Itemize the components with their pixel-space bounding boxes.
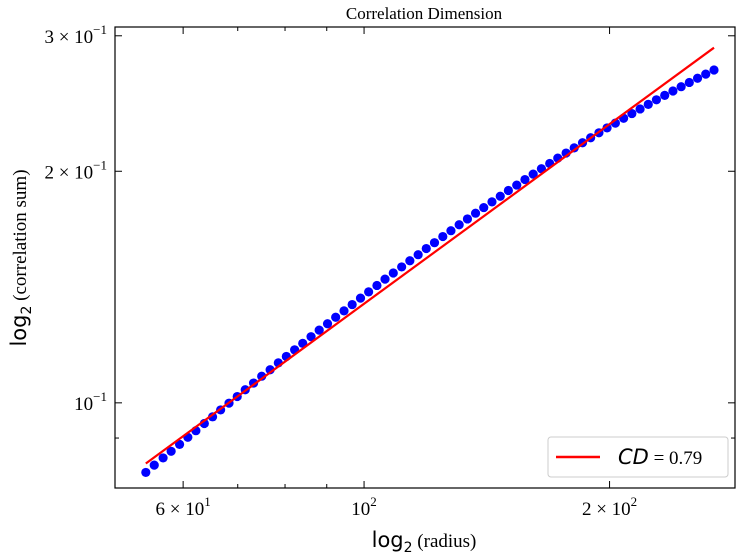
x-tick-label: 102 (351, 494, 377, 520)
data-point (528, 169, 538, 179)
data-point (701, 69, 711, 79)
data-point (314, 325, 324, 335)
data-point (372, 280, 382, 291)
data-point (141, 467, 151, 478)
legend-box (547, 436, 729, 478)
data-point (339, 306, 349, 316)
y-axis-label: log2 (correlation sum) (7, 169, 35, 346)
data-point (660, 90, 670, 100)
data-point (643, 99, 653, 110)
data-point (692, 73, 703, 83)
data-point (512, 180, 522, 190)
data-point (569, 143, 579, 153)
axis-ticks (115, 27, 735, 488)
data-point (668, 86, 678, 96)
x-axis-label: log2 (radius) (372, 528, 477, 556)
data-point (462, 214, 473, 224)
fit-line (145, 46, 715, 465)
data-point (479, 202, 489, 213)
data-point (446, 226, 456, 236)
data-point (397, 262, 407, 272)
legend-label: CD = 0.79 (618, 445, 702, 469)
x-tick-label: 6 × 101 (156, 494, 211, 520)
fit-line-layer (145, 46, 715, 465)
data-point (495, 191, 505, 201)
y-tick-label: 3 × 10−1 (44, 22, 107, 48)
data-point (520, 174, 530, 185)
legend: CD = 0.79 (547, 436, 729, 478)
data-point (322, 319, 333, 329)
y-tick-label: 2 × 10−1 (44, 157, 107, 183)
data-point (627, 108, 637, 119)
data-point (364, 287, 374, 297)
data-point (676, 82, 686, 92)
data-point (149, 460, 159, 470)
data-point (158, 453, 168, 463)
data-point (298, 338, 308, 348)
data-point (487, 197, 497, 207)
data-point (174, 439, 185, 450)
data-point (413, 250, 423, 260)
data-point (651, 95, 662, 105)
data-point (388, 268, 398, 278)
data-point (438, 231, 448, 242)
data-point (207, 412, 218, 422)
data-point (503, 185, 513, 196)
data-point (347, 299, 357, 310)
data-point (355, 293, 366, 303)
x-tick-label: 2 × 102 (582, 494, 637, 520)
y-tick-label: 10−1 (74, 389, 107, 415)
data-point (635, 104, 645, 114)
chart-title: Correlation Dimension (346, 4, 503, 23)
data-point (709, 65, 719, 75)
data-point (421, 243, 431, 254)
data-point (380, 274, 390, 284)
data-point (306, 332, 316, 342)
data-point (429, 238, 440, 248)
data-point (454, 220, 464, 230)
data-point (684, 77, 694, 88)
data-point (166, 446, 176, 456)
data-point (405, 256, 415, 266)
plot-frame (114, 26, 736, 489)
plot-area (114, 26, 736, 489)
data-point (331, 312, 341, 322)
data-point (257, 371, 267, 381)
data-point (470, 208, 481, 218)
